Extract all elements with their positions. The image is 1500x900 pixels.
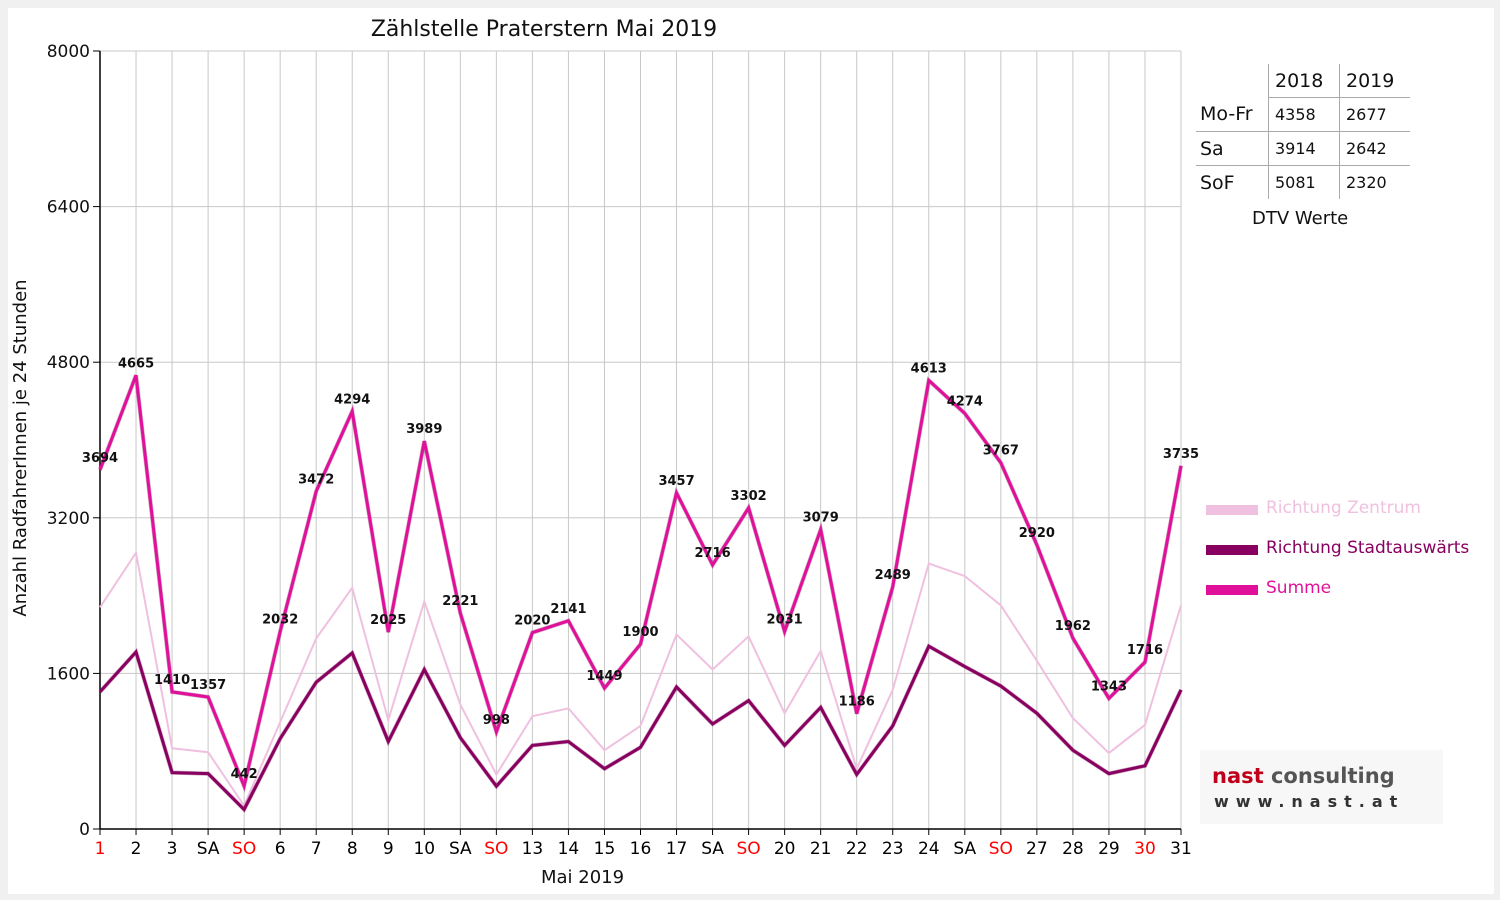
dtv-cell: 3914 [1268, 131, 1340, 166]
x-tick-label: 2 [131, 839, 142, 859]
data-label: 2025 [370, 613, 406, 628]
data-label: 2489 [875, 568, 911, 583]
data-label: 4665 [118, 356, 154, 371]
x-tick-label: 9 [383, 839, 394, 859]
data-label: 3989 [406, 422, 442, 437]
x-tick-label: 27 [1026, 839, 1048, 859]
data-label: 2031 [767, 612, 803, 627]
x-tick-label: 29 [1098, 839, 1120, 859]
x-tick-label: 30 [1134, 839, 1156, 859]
data-label: 3079 [803, 511, 839, 526]
dtv-header-2018: 2018 [1268, 64, 1340, 98]
data-label: 1900 [622, 625, 658, 640]
x-axis-label: Mai 2019 [541, 867, 624, 888]
company-logo: nast consulting www.nast.at [1200, 750, 1443, 824]
data-label: 3457 [658, 474, 694, 489]
x-tick-label: 31 [1170, 839, 1192, 859]
x-tick-label: 20 [774, 839, 796, 859]
data-label: 998 [483, 713, 510, 728]
dtv-cell: 2677 [1339, 97, 1410, 132]
legend-swatch [1206, 545, 1258, 555]
x-tick-label: 17 [666, 839, 688, 859]
legend-swatch [1206, 505, 1258, 515]
x-tick-label: 3 [167, 839, 178, 859]
x-tick-label: 14 [558, 839, 580, 859]
dtv-row-label: SoF [1200, 171, 1235, 194]
data-label: 4274 [947, 394, 983, 409]
dtv-cell: 5081 [1268, 165, 1340, 199]
data-label: 3735 [1163, 447, 1199, 462]
line-chart: Zählstelle Praterstern Mai 2019 0 1600 3200… [10, 17, 1199, 888]
x-tick-label: SO [737, 839, 761, 859]
data-label: 2716 [694, 546, 730, 561]
data-label: 2032 [262, 612, 298, 627]
data-label: 3767 [983, 444, 1019, 459]
dtv-table: 2018 2019 Mo-Fr 4358 2677 Sa 3914 2642 S… [1196, 64, 1410, 199]
x-tick-label: 10 [413, 839, 435, 859]
x-tick-label: 23 [882, 839, 904, 859]
data-label: 2141 [550, 602, 586, 617]
dtv-header-2019: 2019 [1339, 64, 1410, 98]
x-tick-label: 6 [275, 839, 286, 859]
x-tick-label: 13 [522, 839, 544, 859]
data-label: 1186 [839, 695, 875, 710]
x-tick-label: 7 [311, 839, 322, 859]
data-label: 1343 [1091, 679, 1127, 694]
y-tick-label: 0 [79, 820, 90, 840]
x-tick-label: SO [989, 839, 1013, 859]
dtv-cell: 2642 [1339, 131, 1410, 166]
data-label: 1716 [1127, 643, 1163, 658]
logo-url: www.nast.at [1214, 792, 1405, 811]
data-label: 2920 [1019, 526, 1055, 541]
data-label: 3302 [731, 489, 767, 504]
x-tick-label: 22 [846, 839, 868, 859]
x-tick-label: SO [232, 839, 256, 859]
legend-swatch [1206, 585, 1258, 595]
data-label: 442 [231, 767, 258, 782]
x-tick-label: 16 [630, 839, 652, 859]
dtv-caption: DTV Werte [1252, 208, 1349, 229]
y-tick-label: 1600 [47, 664, 90, 684]
y-tick-label: 6400 [47, 198, 90, 218]
data-label: 1962 [1055, 619, 1091, 634]
data-label: 3472 [298, 472, 334, 487]
data-label: 3694 [82, 451, 118, 466]
dtv-cell: 2320 [1339, 165, 1410, 199]
data-label: 2020 [514, 614, 550, 629]
dtv-row-label: Mo-Fr [1196, 97, 1269, 132]
dtv-cell: 4358 [1268, 97, 1340, 132]
x-tick-label: 21 [810, 839, 832, 859]
x-tick-label: 1 [95, 839, 106, 859]
x-tick-label: 8 [347, 839, 358, 859]
x-tick-label: SA [953, 839, 976, 859]
dtv-corner [1196, 64, 1269, 98]
data-label: 1357 [190, 678, 226, 693]
x-tick-label: 28 [1062, 839, 1084, 859]
data-label: 1449 [586, 669, 622, 684]
legend-label: Richtung Stadtauswärts [1266, 538, 1470, 558]
data-label: 1410 [154, 673, 190, 688]
y-tick-label: 4800 [47, 353, 90, 373]
logo-name-part1: nast [1212, 764, 1264, 788]
x-tick-label: SA [197, 839, 220, 859]
x-tick-label: 24 [918, 839, 940, 859]
y-tick-label: 8000 [47, 42, 90, 62]
x-tick-label: SA [449, 839, 472, 859]
legend-label: Summe [1266, 578, 1332, 598]
logo-name-part2: consulting [1263, 764, 1395, 788]
data-label: 4294 [334, 392, 370, 407]
data-label: 4613 [911, 361, 947, 376]
dtv-row-label: Sa [1196, 131, 1269, 166]
x-tick-label: 15 [594, 839, 616, 859]
x-tick-label: SA [701, 839, 724, 859]
logo-name: nast consulting [1212, 764, 1395, 788]
data-label: 2221 [442, 594, 478, 609]
x-tick-label: SO [484, 839, 508, 859]
legend-label: Richtung Zentrum [1266, 498, 1421, 518]
y-tick-label: 3200 [47, 509, 90, 529]
y-axis-label: Anzahl RadfahrerInnen je 24 Stunden [10, 279, 31, 616]
chart-title: Zählstelle Praterstern Mai 2019 [371, 17, 717, 42]
